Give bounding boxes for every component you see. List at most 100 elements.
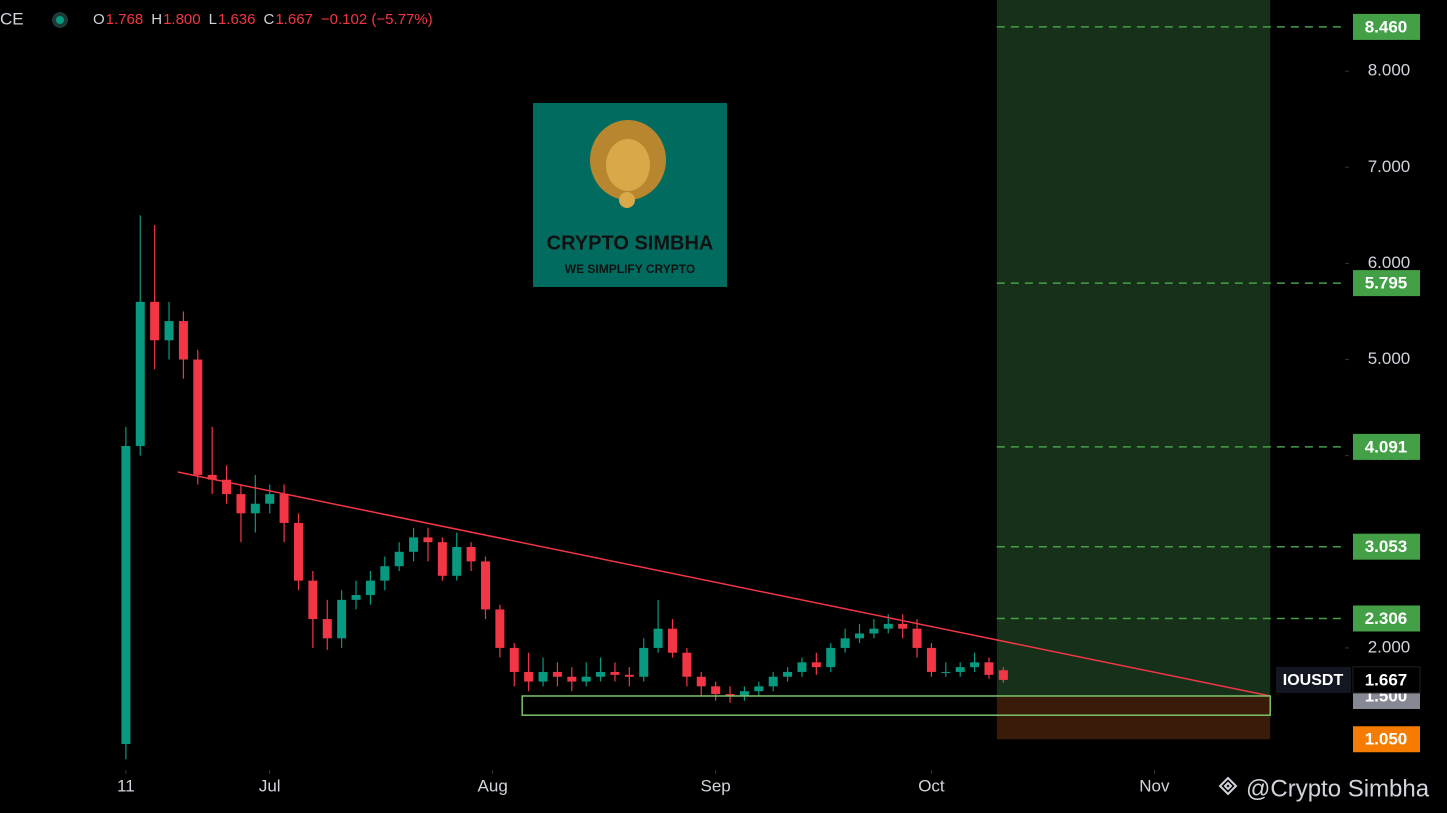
trendline bbox=[177, 471, 1271, 697]
candle-body bbox=[682, 652, 692, 677]
target-badge-label: 4.091 bbox=[1365, 437, 1408, 456]
target-badge-label: 2.306 bbox=[1365, 609, 1408, 628]
candle-body bbox=[696, 676, 706, 687]
candle-body bbox=[754, 686, 764, 692]
candle-body bbox=[164, 321, 174, 341]
candle-body bbox=[293, 522, 303, 581]
candle-body bbox=[509, 647, 519, 672]
stop-badge bbox=[1353, 726, 1420, 753]
target-badge bbox=[1353, 433, 1420, 460]
last-price-badge bbox=[1352, 666, 1421, 694]
candle-body bbox=[797, 662, 807, 672]
candle-body bbox=[207, 474, 217, 480]
candle-body bbox=[926, 647, 936, 672]
candle-body bbox=[552, 671, 562, 677]
target-badge bbox=[1353, 13, 1420, 40]
y-tick-label: 8.000 bbox=[1368, 61, 1411, 80]
candle-body bbox=[394, 551, 404, 567]
logo-title: CRYPTO SIMBHA bbox=[547, 232, 714, 254]
target-badge-label: 5.795 bbox=[1365, 274, 1408, 293]
candle-body bbox=[380, 566, 390, 581]
target-badge bbox=[1353, 533, 1420, 560]
candle-body bbox=[452, 546, 462, 576]
logo-tagline: WE SIMPLIFY CRYPTO bbox=[565, 262, 695, 276]
candle-body bbox=[941, 671, 951, 673]
candle-body bbox=[653, 628, 663, 648]
candle-body bbox=[222, 479, 232, 495]
symbol-badge bbox=[1276, 666, 1351, 693]
lion-face bbox=[606, 139, 650, 191]
ohlc-value: 1.636 bbox=[218, 11, 256, 28]
x-tick-label: Nov bbox=[1139, 776, 1170, 795]
watermark: @Crypto Simbha bbox=[1246, 775, 1430, 802]
change-value: −0.102 (−5.77%) bbox=[321, 11, 433, 28]
candle-body bbox=[236, 494, 246, 514]
y-tick-label: 5.000 bbox=[1368, 349, 1411, 368]
logo: CRYPTO SIMBHA WE SIMPLIFY CRYPTO bbox=[533, 103, 727, 287]
ohlc-value: 1.768 bbox=[106, 11, 144, 28]
candle-body bbox=[768, 676, 778, 687]
candle-body bbox=[869, 628, 879, 634]
candle-body bbox=[581, 676, 591, 682]
candle-body bbox=[250, 503, 260, 514]
candle-body bbox=[524, 671, 534, 682]
ohlc-key: L bbox=[209, 11, 217, 28]
candle-body bbox=[279, 494, 289, 523]
target-badge-label: 3.053 bbox=[1365, 537, 1408, 556]
candle-body bbox=[783, 671, 793, 677]
x-tick-label: Jul bbox=[259, 776, 281, 795]
candle-body bbox=[178, 321, 188, 360]
ohlc-value: 1.667 bbox=[275, 11, 313, 28]
candle-body bbox=[409, 537, 419, 552]
ohlc-key: O bbox=[93, 11, 105, 28]
x-tick-label: Oct bbox=[918, 776, 945, 795]
candle-body bbox=[725, 694, 735, 696]
loss-zone bbox=[996, 695, 1271, 740]
candle-body bbox=[912, 628, 922, 648]
symbol-badge-label: IOUSDT bbox=[1283, 672, 1344, 689]
candle-body bbox=[970, 662, 980, 668]
ohlc-key: H bbox=[151, 11, 162, 28]
candle-body bbox=[567, 676, 577, 682]
candle-body bbox=[365, 580, 375, 596]
candle-body bbox=[337, 599, 347, 639]
candle-body bbox=[984, 662, 994, 675]
candle-body bbox=[898, 623, 908, 629]
candle-body bbox=[437, 542, 447, 576]
candle-body bbox=[883, 623, 893, 629]
last-price-label: 1.667 bbox=[1365, 670, 1408, 689]
candle-body bbox=[610, 671, 620, 675]
candle-body bbox=[596, 671, 606, 677]
y-tick-label: 2.000 bbox=[1368, 637, 1411, 656]
candle-body bbox=[826, 647, 836, 668]
target-badge bbox=[1353, 270, 1420, 297]
watermark-icon bbox=[1218, 776, 1238, 796]
x-tick-label: Aug bbox=[478, 776, 508, 795]
x-tick-label: 11 bbox=[117, 776, 135, 795]
candle-body bbox=[150, 301, 160, 341]
candle-body bbox=[466, 546, 476, 562]
status-dot bbox=[56, 16, 64, 24]
candle-body bbox=[955, 667, 965, 672]
candle-body bbox=[840, 638, 850, 648]
target-badge-label: 8.460 bbox=[1365, 17, 1408, 36]
candle-body bbox=[639, 647, 649, 677]
symbol: CE bbox=[0, 9, 24, 28]
candle-body bbox=[668, 628, 677, 653]
candle-body bbox=[711, 686, 721, 695]
coin-icon bbox=[619, 192, 635, 208]
y-tick-label: 7.000 bbox=[1368, 157, 1411, 176]
candle-body bbox=[855, 633, 865, 639]
y-tick-label: 6.000 bbox=[1368, 253, 1411, 272]
candle-body bbox=[998, 670, 1008, 680]
x-tick-label: Sep bbox=[701, 776, 731, 795]
candle-body bbox=[495, 609, 505, 648]
candle-body bbox=[322, 619, 332, 639]
candle-body bbox=[265, 494, 275, 504]
candle-body bbox=[739, 691, 749, 696]
candle-body bbox=[121, 446, 131, 745]
candle-body bbox=[308, 580, 318, 620]
candle-body bbox=[351, 595, 361, 600]
